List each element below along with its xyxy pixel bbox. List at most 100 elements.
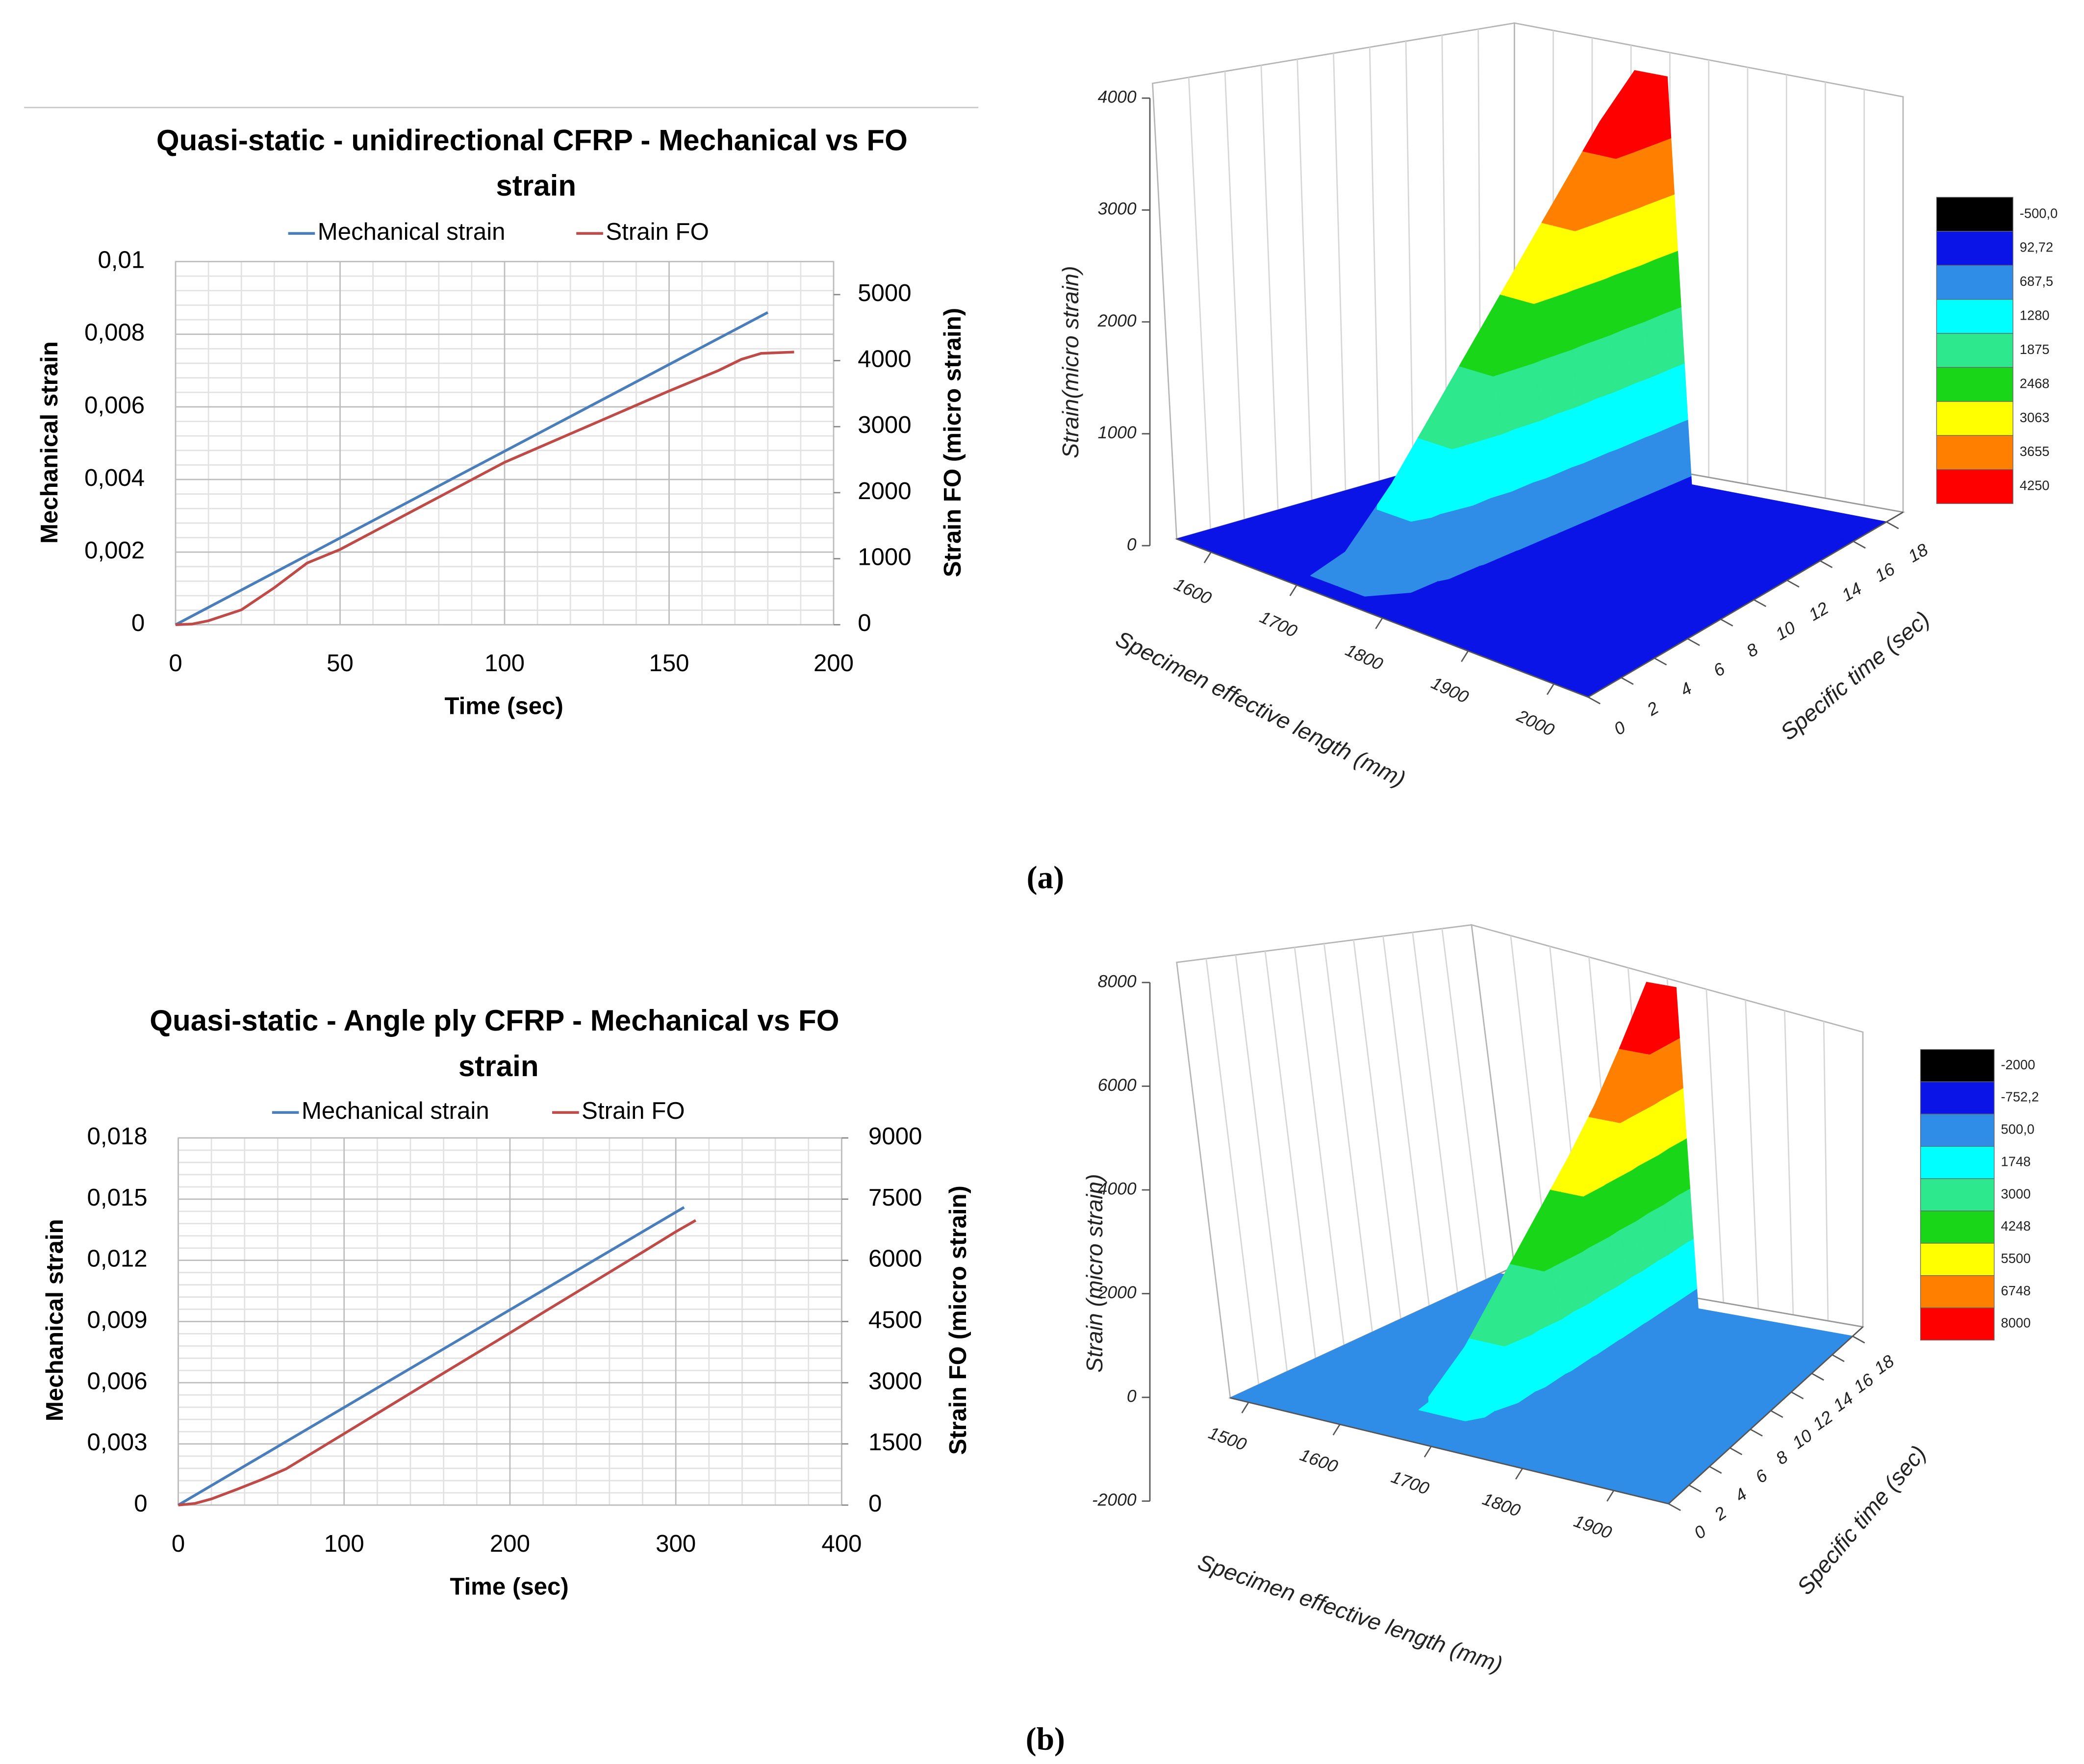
z-tick-label: 2000 — [1097, 1283, 1137, 1302]
surface-patch — [1575, 189, 1601, 231]
series-line — [175, 351, 794, 626]
colorbar-label: 8000 — [2001, 1315, 2031, 1331]
y-tick-mark — [1687, 638, 1700, 646]
x-tick-mark — [1375, 617, 1383, 630]
x-tick-label: 200 — [490, 1530, 530, 1557]
chart-title: Quasi-static - Angle ply CFRP - Mechanic… — [150, 1004, 847, 1083]
z-tick-label: 0 — [1127, 534, 1137, 554]
z-tick-label: 0 — [1127, 1386, 1137, 1406]
z-tick-label: 2000 — [1097, 311, 1137, 330]
wall-grid-line — [1188, 77, 1211, 529]
title-line: Quasi-static - Angle ply CFRP - Mechanic… — [150, 1004, 847, 1037]
wall-grid-line — [1405, 41, 1414, 472]
y2-axis-label: Strain FO (micro strain) — [939, 308, 966, 577]
z-tick-label: 4000 — [1098, 1179, 1137, 1198]
y-tick-mark — [1786, 580, 1800, 588]
colorbar-swatch — [1936, 469, 2013, 504]
colorbar-label: -752,2 — [2001, 1089, 2039, 1105]
surface-patch — [1582, 1162, 1604, 1197]
x-tick-mark — [1606, 1490, 1615, 1502]
surface-patch — [1620, 1110, 1627, 1123]
colorbar-label: 1875 — [2020, 342, 2050, 357]
y-tick-label: 0 — [134, 1490, 147, 1517]
colorbar-label: 4250 — [2020, 478, 2050, 493]
y-tick-label: 0,004 — [84, 464, 145, 491]
y-tick-mark — [1811, 1373, 1825, 1381]
wall-grid-line — [1296, 59, 1313, 501]
y-tick-mark — [1720, 618, 1733, 627]
x-tick-mark — [1515, 1468, 1523, 1480]
colorbar-swatch — [1920, 1275, 1995, 1309]
y2-tick-label: 7500 — [868, 1184, 922, 1211]
colorbar-label: 6748 — [2001, 1283, 2031, 1298]
y2-tick-label: 1500 — [868, 1429, 922, 1456]
x-tick-label: 50 — [327, 650, 354, 677]
y-tick-label: 0,01 — [98, 247, 145, 274]
surface-patch — [1451, 433, 1463, 450]
y2-tick-label: 4500 — [868, 1306, 922, 1333]
y-tick-label: 0,012 — [87, 1245, 148, 1272]
surface-patch — [1364, 556, 1412, 597]
colorbar-swatch — [1920, 1307, 1995, 1341]
legend-label: Strain FO — [582, 1097, 685, 1124]
z-tick-label: 8000 — [1098, 971, 1137, 991]
y-tick-mark — [1750, 1429, 1763, 1437]
colorbar-swatch — [1920, 1081, 1995, 1115]
wall-grid-line — [1441, 928, 1487, 1280]
surface-patch — [1465, 1402, 1485, 1421]
caption: (b) — [1026, 1722, 1065, 1757]
y2-tick-label: 3000 — [868, 1367, 922, 1394]
y-tick-label: 0,002 — [84, 537, 145, 564]
colorbar-swatch — [1936, 367, 2013, 402]
x-tick-label: 100 — [484, 650, 525, 677]
z-tick-label: -2000 — [1092, 1490, 1137, 1510]
colorbar-label: 4248 — [2001, 1218, 2031, 1234]
y2-tick-label: 0 — [858, 609, 871, 636]
z-tick-label: 4000 — [1098, 87, 1137, 107]
wall-grid-line — [1412, 932, 1458, 1293]
colorbar-swatch — [1920, 1146, 1995, 1179]
y2-tick-label: 5000 — [858, 279, 911, 306]
series-line — [178, 1206, 685, 1507]
y-tick-mark — [1621, 677, 1634, 685]
colorbar-label: 3000 — [2001, 1186, 2031, 1201]
colorbar-label: -500,0 — [2020, 205, 2058, 221]
caption: (a) — [1027, 860, 1064, 895]
y-tick-mark — [1852, 1336, 1865, 1344]
y2-tick-label: 0 — [868, 1490, 882, 1517]
colorbar-swatch — [1936, 231, 2013, 266]
x-axis — [1230, 1397, 1669, 1505]
y-tick-mark — [1588, 696, 1601, 705]
x-tick-mark — [1289, 584, 1297, 596]
series-line — [178, 1219, 697, 1507]
colorbar-label: 3655 — [2020, 444, 2050, 459]
chart-title: Quasi-static - unidirectional CFRP - Mec… — [156, 124, 916, 202]
surface-patch — [1504, 1306, 1532, 1347]
y-tick-mark — [1688, 1484, 1702, 1493]
title-line: strain — [496, 169, 576, 202]
y-tick-label: 0,015 — [87, 1184, 148, 1211]
y-tick-mark — [1709, 1466, 1722, 1474]
colorbar-swatch — [1936, 401, 2013, 436]
z-tick-label: 1000 — [1098, 423, 1137, 442]
colorbar-label: 2468 — [2020, 376, 2050, 391]
x-tick-mark — [1546, 683, 1554, 695]
colorbar-label: 500,0 — [2001, 1122, 2034, 1137]
z-axis-label: Strain(micro strain) — [1058, 266, 1083, 458]
legend-label: Mechanical strain — [318, 218, 506, 245]
surface-patch — [1543, 1259, 1552, 1272]
y-axis-label: Mechanical strain — [41, 1219, 68, 1421]
title-line: strain — [458, 1050, 539, 1083]
colorbar-label: 687,5 — [2020, 274, 2053, 289]
y-tick-label: 0,018 — [87, 1123, 148, 1150]
y-axis-label: Mechanical strain — [36, 341, 63, 544]
y-axis — [1588, 511, 1904, 698]
x-tick-mark — [1203, 552, 1212, 563]
y-tick-mark — [1886, 521, 1899, 529]
y-tick-mark — [1654, 657, 1667, 666]
x-tick-label: 400 — [821, 1530, 862, 1557]
title-line: Quasi-static - unidirectional CFRP - Mec… — [156, 124, 916, 156]
y-tick-label: 0,008 — [84, 319, 145, 346]
y2-tick-label: 6000 — [868, 1245, 922, 1272]
